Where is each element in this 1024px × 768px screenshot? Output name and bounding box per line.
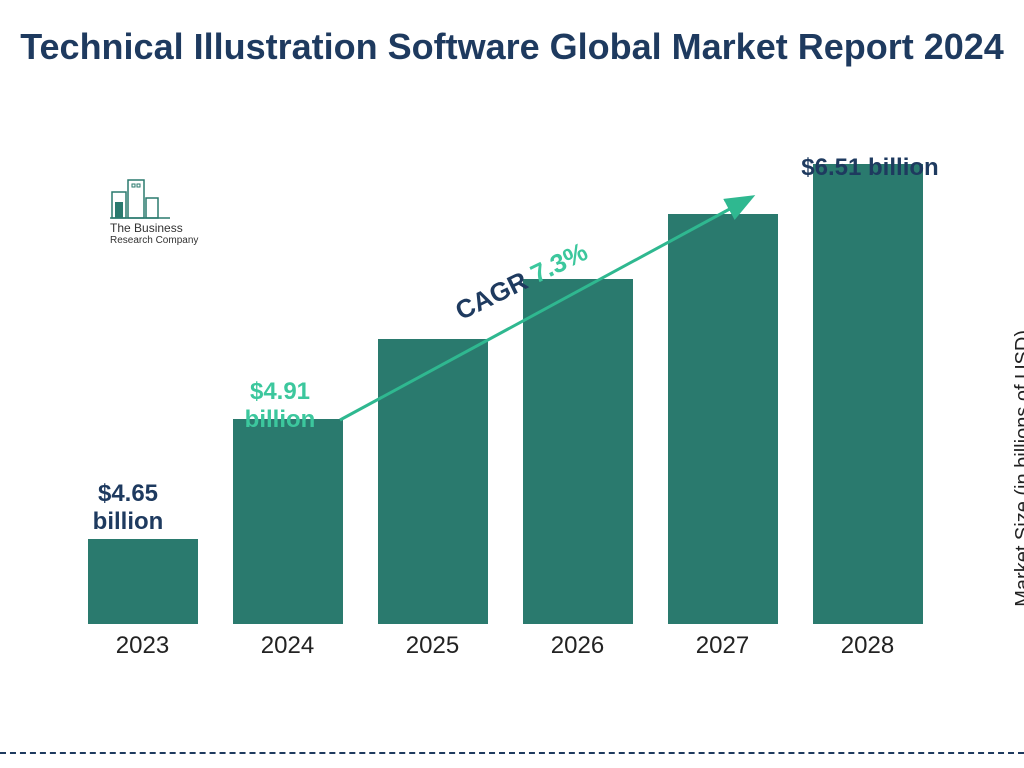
bar-wrapper: 2024	[215, 419, 360, 660]
bars-container: 202320242025202620272028	[70, 160, 940, 660]
bar	[813, 164, 923, 624]
bar-wrapper: 2025	[360, 339, 505, 660]
bar-wrapper: 2023	[70, 539, 215, 660]
value-label: $6.51 billion	[790, 154, 950, 182]
x-axis-label: 2024	[215, 632, 360, 660]
chart-area: 202320242025202620272028	[70, 160, 940, 700]
bar	[88, 539, 198, 624]
x-axis-label: 2025	[360, 632, 505, 660]
bar	[523, 279, 633, 624]
bar-wrapper: 2028	[795, 164, 940, 660]
bar	[668, 214, 778, 624]
bar-wrapper: 2026	[505, 279, 650, 660]
x-axis-label: 2026	[505, 632, 650, 660]
value-label: $4.91 billion	[220, 378, 340, 433]
chart-title: Technical Illustration Software Global M…	[0, 24, 1024, 69]
bar	[233, 419, 343, 624]
x-axis-label: 2027	[650, 632, 795, 660]
value-label: $4.65 billion	[68, 480, 188, 535]
bar-wrapper: 2027	[650, 214, 795, 660]
bottom-dashed-divider	[0, 752, 1024, 754]
x-axis-label: 2028	[795, 632, 940, 660]
bar	[378, 339, 488, 624]
x-axis-label: 2023	[70, 632, 215, 660]
y-axis-label: Market Size (in billions of USD)	[1012, 330, 1024, 607]
